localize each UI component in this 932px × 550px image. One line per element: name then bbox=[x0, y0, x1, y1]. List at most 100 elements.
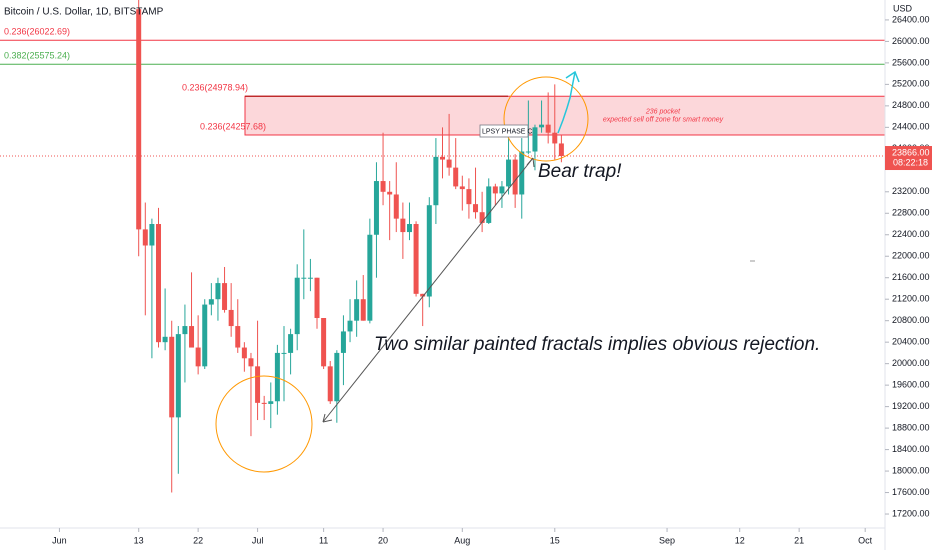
candle-body bbox=[149, 224, 155, 246]
candle-body bbox=[288, 334, 294, 353]
candle-body bbox=[492, 186, 498, 194]
fractal-circle bbox=[503, 76, 589, 162]
candle-body bbox=[433, 156, 439, 206]
y-tick-label: 22000.00 bbox=[892, 251, 930, 261]
candle-body bbox=[136, 9, 142, 230]
x-tick-label: Aug bbox=[454, 535, 470, 545]
candle-body bbox=[189, 326, 195, 348]
y-tick-label: 19600.00 bbox=[892, 380, 930, 390]
y-tick-label: 20800.00 bbox=[892, 315, 930, 325]
candle-body bbox=[169, 336, 175, 418]
price-tag bbox=[885, 146, 932, 171]
y-tick-label: 17200.00 bbox=[892, 508, 930, 518]
fib-level-label: 0.236(26022.69) bbox=[4, 27, 70, 37]
candle-body bbox=[241, 347, 247, 359]
y-tick-label: 25600.00 bbox=[892, 57, 930, 67]
candle-body bbox=[558, 143, 564, 157]
candle-body bbox=[162, 336, 168, 343]
x-tick-label: Sep bbox=[659, 535, 675, 545]
y-tick-label: 25200.00 bbox=[892, 79, 930, 89]
candle-body bbox=[222, 283, 228, 310]
zone-bottom-label: 0.236(24257.68) bbox=[200, 121, 266, 131]
candle-body bbox=[314, 277, 320, 319]
candle-body bbox=[274, 352, 280, 402]
candle-body bbox=[202, 304, 208, 367]
x-tick-label: 11 bbox=[319, 535, 328, 545]
candle-body bbox=[195, 347, 201, 367]
candle-body bbox=[354, 299, 360, 321]
y-tick-label: 24400.00 bbox=[892, 122, 930, 132]
lpsy-label: LPSY PHASE C bbox=[482, 128, 532, 135]
y-axis-label: USD bbox=[893, 3, 913, 13]
candle-body bbox=[552, 132, 558, 144]
fractal-circle bbox=[215, 375, 313, 473]
y-tick-label: 18800.00 bbox=[892, 422, 930, 432]
y-tick-label: 18400.00 bbox=[892, 444, 930, 454]
x-tick-label: 15 bbox=[550, 535, 560, 545]
candle-body bbox=[393, 194, 399, 219]
y-tick-label: 23200.00 bbox=[892, 186, 930, 196]
candle-body bbox=[307, 277, 313, 279]
candle-body bbox=[215, 283, 221, 300]
x-tick-label: Jun bbox=[52, 535, 67, 545]
candle-body bbox=[440, 156, 445, 160]
candle-body bbox=[466, 189, 472, 205]
candle-body bbox=[248, 358, 254, 367]
y-tick-label: 20400.00 bbox=[892, 337, 930, 347]
y-tick-label: 24800.00 bbox=[892, 100, 930, 110]
candle-body bbox=[479, 212, 485, 223]
arrow-head bbox=[322, 413, 333, 423]
x-tick-label: 13 bbox=[134, 535, 144, 545]
candle-body bbox=[506, 159, 512, 187]
candle-body bbox=[268, 401, 274, 404]
fib-level-label: 0.382(25575.24) bbox=[4, 51, 70, 61]
candle-body bbox=[545, 124, 551, 133]
candle-body bbox=[453, 167, 459, 187]
candle-body bbox=[334, 352, 340, 402]
candle-body bbox=[459, 186, 465, 190]
x-tick-label: Jul bbox=[252, 535, 264, 545]
candle-body bbox=[420, 293, 426, 297]
x-tick-label: 21 bbox=[794, 535, 804, 545]
candle-body bbox=[519, 151, 525, 195]
candle-body bbox=[373, 181, 379, 235]
y-tick-label: 21200.00 bbox=[892, 294, 930, 304]
fractal-label: Two similar painted fractals implies obv… bbox=[374, 334, 820, 355]
y-tick-label: 21600.00 bbox=[892, 272, 930, 282]
candle-body bbox=[340, 331, 346, 353]
y-tick-label: 26000.00 bbox=[892, 36, 930, 46]
candle-body bbox=[294, 277, 300, 335]
candle-body bbox=[473, 204, 479, 213]
candle-body bbox=[367, 234, 373, 321]
candle-body bbox=[301, 277, 307, 279]
candle-body bbox=[499, 186, 505, 194]
candle-body bbox=[446, 159, 452, 168]
candle-body bbox=[182, 326, 188, 335]
candle-body bbox=[400, 218, 406, 233]
y-tick-label: 22800.00 bbox=[892, 208, 930, 218]
candle-body bbox=[413, 224, 419, 294]
lpsy-box bbox=[479, 124, 529, 138]
y-tick-label: 19200.00 bbox=[892, 401, 930, 411]
price-tag-value: 23866.00 bbox=[892, 147, 930, 157]
plot-area: 0.236(26022.69) 0.382(25575.24) 0.236(2497… bbox=[0, 0, 885, 493]
x-tick-label: 22 bbox=[193, 535, 203, 545]
candle-body bbox=[512, 159, 518, 195]
candle-body bbox=[380, 181, 386, 192]
projection-arrow bbox=[557, 71, 576, 134]
bear-trap-label: Bear trap! bbox=[538, 161, 622, 182]
candle-body bbox=[387, 191, 393, 195]
projection-arrow-head bbox=[565, 70, 580, 83]
candle-body bbox=[261, 402, 267, 404]
x-tick-label: Oct bbox=[858, 535, 873, 545]
price-tag-countdown: 08:22:18 bbox=[893, 157, 928, 167]
candle-body bbox=[327, 366, 333, 402]
zone-note: expected sell off zone for smart money bbox=[603, 116, 724, 123]
candle-body bbox=[406, 224, 412, 233]
candle-body bbox=[347, 320, 353, 332]
y-tick-label: 17600.00 bbox=[892, 487, 930, 497]
candle-body bbox=[208, 299, 214, 305]
y-tick-label: 20000.00 bbox=[892, 358, 930, 368]
